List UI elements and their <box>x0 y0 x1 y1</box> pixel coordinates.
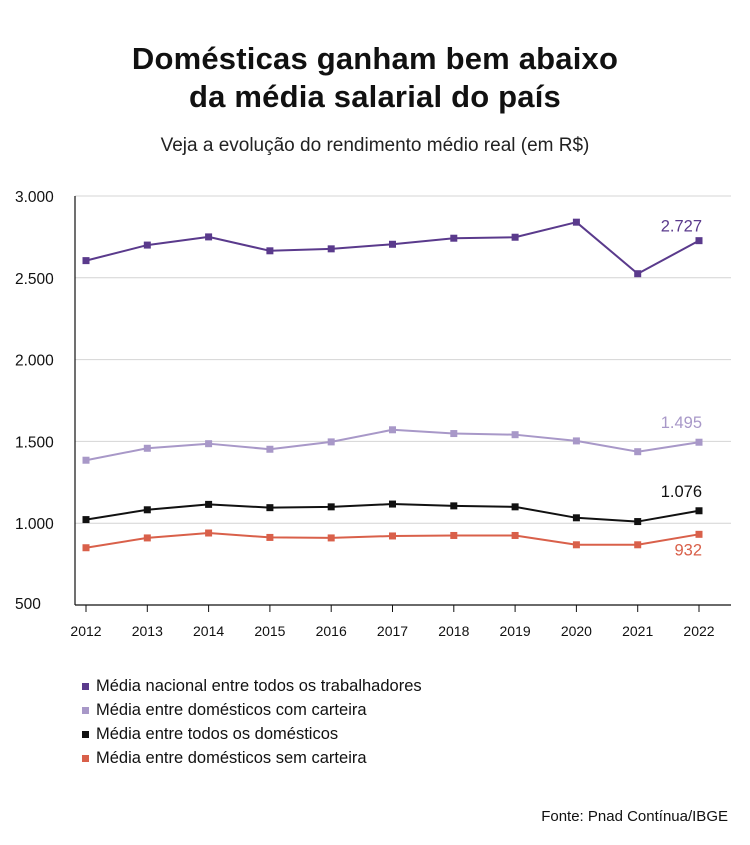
series-0-point <box>511 233 519 241</box>
x-axis: 2012 2013 2014 2015 2016 2017 2018 2019 2020 2021… <box>70 604 731 639</box>
legend-item: Média entre todos os domésticos <box>82 722 422 746</box>
y-tick-label: 500 <box>15 596 41 613</box>
series-1-point <box>266 445 274 453</box>
series-3-point <box>634 541 642 549</box>
series-1-point <box>450 430 458 438</box>
x-tick-label: 2020 <box>561 623 592 639</box>
x-tick-label: 2014 <box>193 623 224 639</box>
x-tick-label: 2019 <box>500 623 531 639</box>
series-0-point <box>143 241 151 249</box>
series-1-point <box>572 437 580 445</box>
series-0-point <box>205 233 213 241</box>
end-labels: 2.727 1.495 1.076 932 <box>661 218 702 560</box>
series-group <box>82 218 703 552</box>
y-axis: 500 1.000 1.500 2.000 2.500 3.000 <box>15 189 76 613</box>
end-label-series-3: 932 <box>674 541 702 559</box>
series-2-point <box>389 500 396 508</box>
x-tick-label: 2013 <box>132 623 163 639</box>
series-0-point <box>266 247 274 255</box>
series-0-point <box>389 240 396 248</box>
series-0-point <box>82 257 90 265</box>
series-1-point <box>82 456 90 464</box>
series-2-point <box>266 504 274 512</box>
series-2-point <box>572 514 580 522</box>
series-3-point <box>695 530 703 538</box>
series-0-point <box>327 245 335 253</box>
title-line-1: Domésticas ganham bem abaixo <box>131 41 619 76</box>
y-tick-label: 2.500 <box>15 271 54 288</box>
series-2-point <box>511 503 519 511</box>
series-1-point <box>327 438 335 446</box>
title-line-2: da média salarial do país <box>189 79 561 114</box>
legend-item: Média entre domésticos sem carteira <box>82 746 422 770</box>
series-2-point <box>634 518 642 526</box>
series-2-point <box>143 506 151 514</box>
series-1-point <box>205 440 213 448</box>
series-0-point <box>695 237 703 245</box>
x-tick-label: 2021 <box>622 623 653 639</box>
legend-label: Média entre domésticos sem carteira <box>96 748 367 767</box>
series-1-point <box>143 444 151 452</box>
chart-title: Domésticas ganham bem abaixo da média sa… <box>0 40 750 116</box>
series-3-point <box>450 531 458 539</box>
legend-item: Média nacional entre todos os trabalhado… <box>82 674 422 698</box>
series-2-point <box>205 500 213 508</box>
legend-item: Média entre domésticos com carteira <box>82 698 422 722</box>
series-0-point <box>572 218 580 226</box>
series-3-point <box>511 531 519 539</box>
legend: Média nacional entre todos os trabalhado… <box>82 674 422 770</box>
y-tick-label: 3.000 <box>15 189 54 206</box>
y-tick-label: 1.000 <box>15 516 54 533</box>
series-1-point <box>389 426 396 434</box>
legend-label: Média entre domésticos com carteira <box>96 700 367 719</box>
x-tick-label: 2018 <box>438 623 469 639</box>
y-tick-label: 1.500 <box>15 434 54 451</box>
x-tick-label: 2022 <box>683 623 714 639</box>
legend-label: Média nacional entre todos os trabalhado… <box>96 676 422 695</box>
end-label-series-0: 2.727 <box>661 218 702 236</box>
legend-swatch <box>82 754 89 762</box>
series-1-point <box>511 431 519 439</box>
legend-swatch <box>82 682 89 690</box>
y-tick-label: 2.000 <box>15 353 54 370</box>
series-2-point <box>450 502 458 510</box>
series-3-point <box>143 534 151 542</box>
series-1-point <box>695 438 703 446</box>
series-3-point <box>82 544 90 552</box>
series-3-point <box>205 529 213 537</box>
series-0-point <box>450 234 458 242</box>
x-tick-label: 2015 <box>254 623 285 639</box>
legend-label: Média entre todos os domésticos <box>96 724 339 743</box>
legend-swatch <box>82 730 89 738</box>
series-2-point <box>695 507 703 515</box>
series-2-point <box>327 503 335 511</box>
series-line-1 <box>85 428 700 462</box>
end-label-series-2: 1.076 <box>661 483 702 501</box>
series-3-point <box>572 541 580 549</box>
grid-lines <box>75 195 731 524</box>
series-3-point <box>327 534 335 542</box>
source-note: Fonte: Pnad Contínua/IBGE <box>541 808 728 825</box>
series-0-point <box>634 270 642 278</box>
chart-subtitle: Veja a evolução do rendimento médio real… <box>160 135 590 156</box>
series-3-point <box>266 533 274 541</box>
legend-swatch <box>82 706 89 714</box>
series-2-point <box>82 516 90 524</box>
x-tick-label: 2017 <box>377 623 408 639</box>
series-3-point <box>389 532 396 540</box>
x-tick-label: 2012 <box>70 623 101 639</box>
series-line-0 <box>85 221 700 275</box>
series-1-point <box>634 448 642 456</box>
end-label-series-1: 1.495 <box>661 414 702 432</box>
x-tick-label: 2016 <box>316 623 347 639</box>
